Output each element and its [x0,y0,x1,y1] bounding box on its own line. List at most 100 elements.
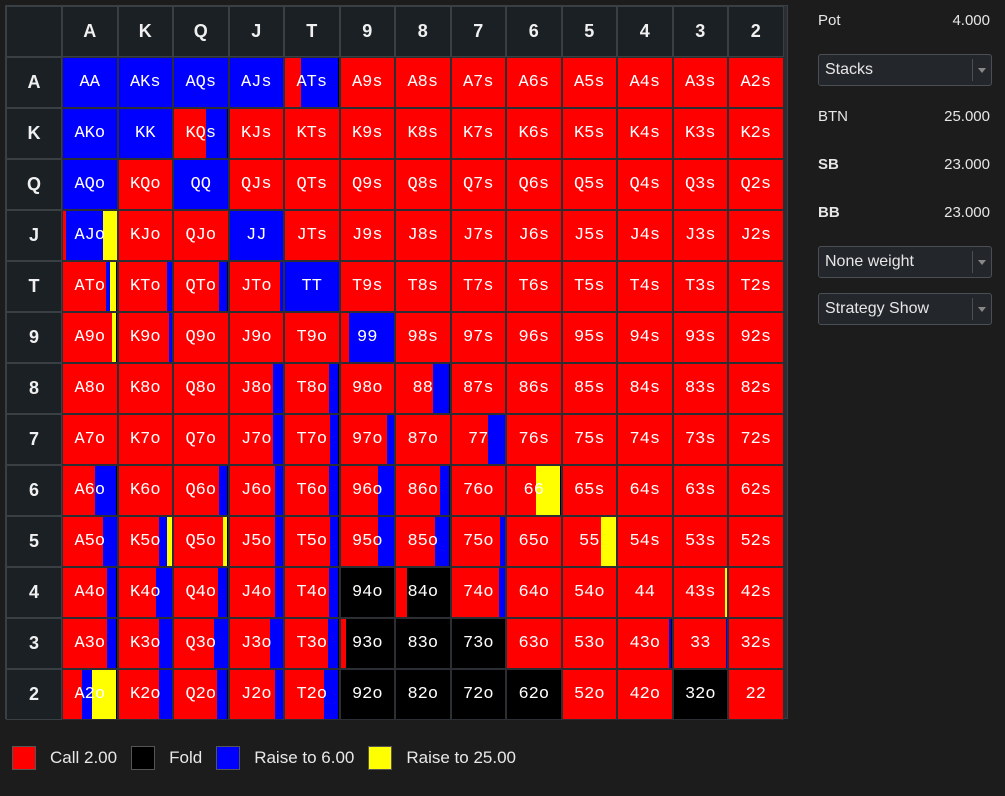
hand-cell[interactable]: Q8o [173,363,229,414]
hand-cell[interactable]: 92o [339,669,395,720]
hand-cell[interactable]: T6s [506,261,562,312]
hand-cell[interactable]: T6o [284,465,340,516]
hand-cell[interactable]: 98o [339,363,395,414]
hand-cell[interactable]: 86s [506,363,562,414]
hand-cell[interactable]: A4o [62,567,118,618]
hand-cell[interactable]: AA [62,57,118,108]
hand-cell[interactable]: 62o [506,669,562,720]
hand-cell[interactable]: 65s [561,465,617,516]
hand-cell[interactable]: KQs [173,108,229,159]
hand-cell[interactable]: 74o [450,567,506,618]
hand-cell[interactable]: J8o [228,363,284,414]
hand-cell[interactable]: K2o [117,669,173,720]
hand-cell[interactable]: Q5s [561,159,617,210]
hand-cell[interactable]: 65o [506,516,562,567]
hand-cell[interactable]: KTs [284,108,340,159]
hand-cell[interactable]: 95o [339,516,395,567]
hand-cell[interactable]: Q6s [506,159,562,210]
hand-cell[interactable]: Q2o [173,669,229,720]
hand-cell[interactable]: J5o [228,516,284,567]
hand-cell[interactable]: 62s [728,465,784,516]
hand-cell[interactable]: Q3o [173,618,229,669]
hand-cell[interactable]: 76o [450,465,506,516]
hand-cell[interactable]: T9s [339,261,395,312]
hand-cell[interactable]: Q9s [339,159,395,210]
hand-cell[interactable]: K7o [117,414,173,465]
hand-cell[interactable]: A3o [62,618,118,669]
hand-cell[interactable]: 92s [728,312,784,363]
hand-cell[interactable]: 97o [339,414,395,465]
hand-cell[interactable]: T7s [450,261,506,312]
hand-cell[interactable]: 87s [450,363,506,414]
hand-cell[interactable]: AKo [62,108,118,159]
weight-dropdown[interactable]: None weight [818,246,992,278]
hand-cell[interactable]: QQ [173,159,229,210]
hand-cell[interactable]: T7o [284,414,340,465]
hand-cell[interactable]: 96o [339,465,395,516]
hand-cell[interactable]: J8s [395,210,451,261]
hand-cell[interactable]: 74s [617,414,673,465]
hand-cell[interactable]: 88 [395,363,451,414]
hand-cell[interactable]: T2o [284,669,340,720]
hand-cell[interactable]: 44 [617,567,673,618]
hand-cell[interactable]: J4s [617,210,673,261]
hand-cell[interactable]: K7s [450,108,506,159]
hand-cell[interactable]: Q5o [173,516,229,567]
hand-cell[interactable]: K5o [117,516,173,567]
hand-cell[interactable]: A9s [339,57,395,108]
hand-cell[interactable]: 77 [450,414,506,465]
hand-cell[interactable]: ATo [62,261,118,312]
hand-cell[interactable]: AQo [62,159,118,210]
hand-cell[interactable]: KK [117,108,173,159]
hand-cell[interactable]: T3o [284,618,340,669]
hand-cell[interactable]: T3s [672,261,728,312]
hand-cell[interactable]: A8s [395,57,451,108]
hand-cell[interactable]: T4s [617,261,673,312]
hand-cell[interactable]: A8o [62,363,118,414]
hand-cell[interactable]: Q7s [450,159,506,210]
hand-cell[interactable]: 93s [672,312,728,363]
hand-cell[interactable]: A5s [561,57,617,108]
hand-cell[interactable]: J3o [228,618,284,669]
hand-cell[interactable]: K8s [395,108,451,159]
hand-cell[interactable]: 73o [450,618,506,669]
hand-cell[interactable]: 64o [506,567,562,618]
hand-cell[interactable]: 63s [672,465,728,516]
hand-cell[interactable]: 83o [395,618,451,669]
hand-cell[interactable]: A7s [450,57,506,108]
hand-cell[interactable]: AJo [62,210,118,261]
hand-cell[interactable]: 84s [617,363,673,414]
hand-cell[interactable]: A3s [672,57,728,108]
hand-cell[interactable]: A7o [62,414,118,465]
hand-cell[interactable]: 43o [617,618,673,669]
hand-cell[interactable]: K6s [506,108,562,159]
hand-cell[interactable]: J6o [228,465,284,516]
hand-cell[interactable]: 72s [728,414,784,465]
hand-cell[interactable]: K8o [117,363,173,414]
hand-cell[interactable]: 82s [728,363,784,414]
hand-cell[interactable]: 52o [561,669,617,720]
hand-cell[interactable]: K4o [117,567,173,618]
hand-cell[interactable]: 86o [395,465,451,516]
hand-cell[interactable]: KTo [117,261,173,312]
hand-cell[interactable]: J5s [561,210,617,261]
hand-cell[interactable]: Q4s [617,159,673,210]
hand-cell[interactable]: K9o [117,312,173,363]
hand-cell[interactable]: 53s [672,516,728,567]
hand-cell[interactable]: A2o [62,669,118,720]
hand-cell[interactable]: JTo [228,261,284,312]
hand-cell[interactable]: 54s [617,516,673,567]
hand-cell[interactable]: 76s [506,414,562,465]
hand-cell[interactable]: 73s [672,414,728,465]
hand-cell[interactable]: 87o [395,414,451,465]
hand-cell[interactable]: T5s [561,261,617,312]
hand-cell[interactable]: 66 [506,465,562,516]
hand-cell[interactable]: KQo [117,159,173,210]
hand-cell[interactable]: ATs [284,57,340,108]
hand-cell[interactable]: 32o [672,669,728,720]
hand-cell[interactable]: 97s [450,312,506,363]
hand-cell[interactable]: J9o [228,312,284,363]
hand-cell[interactable]: Q2s [728,159,784,210]
hand-cell[interactable]: Q8s [395,159,451,210]
hand-cell[interactable]: QJs [228,159,284,210]
